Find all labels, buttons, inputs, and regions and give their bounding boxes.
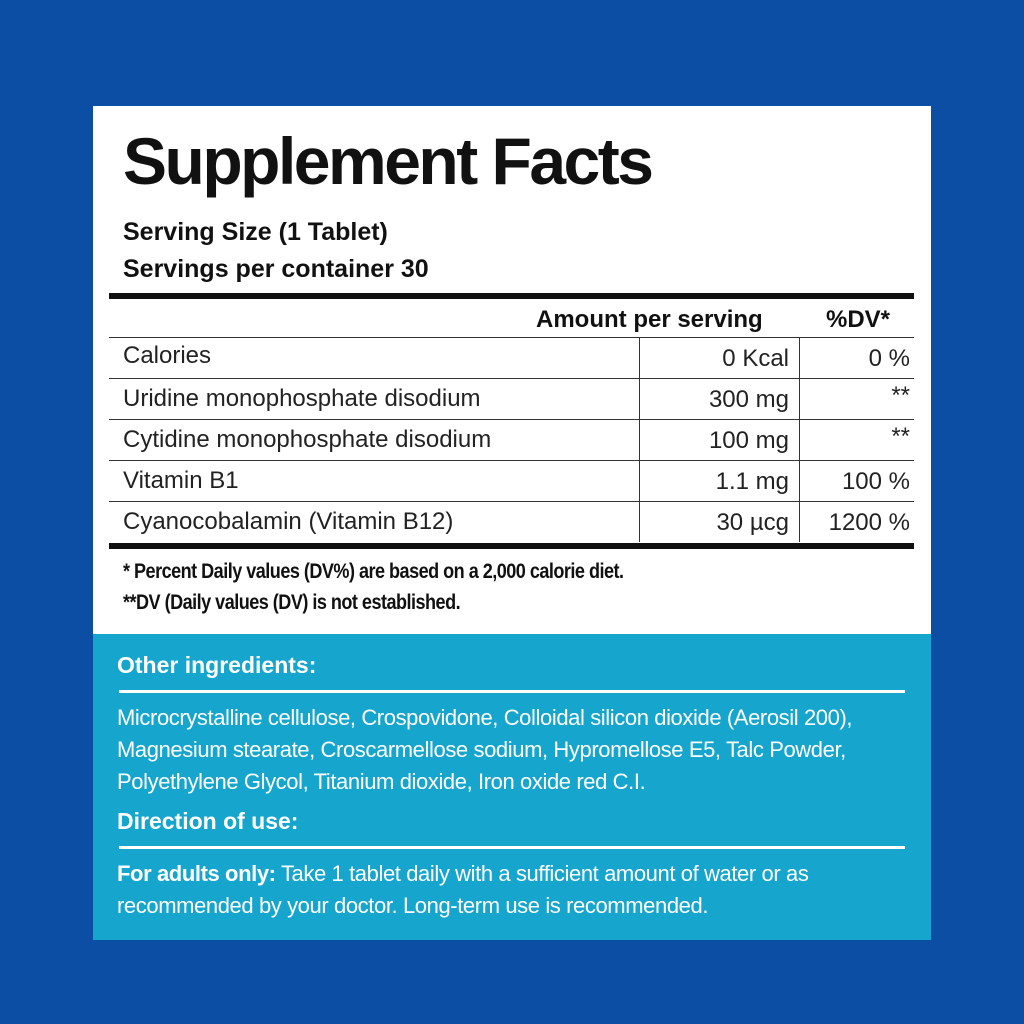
nutrient-name: Cytidine monophosphate disodium <box>123 426 492 453</box>
nutrient-name: Cyanocobalamin (Vitamin B12) <box>123 508 454 535</box>
nutrient-dv: ** <box>799 419 914 460</box>
direction-lead: For adults only: <box>117 861 276 886</box>
header-dv: %DV* <box>826 306 891 333</box>
table-row: Cytidine monophosphate disodium 100 mg *… <box>109 419 914 460</box>
ingredients-band: Other ingredients: Microcrystalline cell… <box>93 634 931 940</box>
other-ingredients-divider <box>119 690 905 693</box>
nutrient-name: Vitamin B1 <box>123 467 239 494</box>
nutrient-dv: 0 % <box>799 337 914 378</box>
other-ingredients-heading: Other ingredients: <box>117 652 317 678</box>
direction-divider <box>119 846 905 849</box>
supplement-facts-panel: Supplement Facts Serving Size (1 Tablet)… <box>93 106 931 940</box>
direction-text: For adults only: Take 1 tablet daily wit… <box>117 858 917 922</box>
header-amount: Amount per serving <box>536 306 763 333</box>
other-ingredients-text: Microcrystalline cellulose, Crospovidone… <box>117 705 853 794</box>
table-row: Uridine monophosphate disodium 300 mg ** <box>109 378 914 419</box>
nutrient-name: Uridine monophosphate disodium <box>123 385 481 412</box>
footnote-not-established: **DV (Daily values (DV) is not establish… <box>123 591 461 614</box>
nutrient-amount: 100 mg <box>639 419 801 460</box>
nutrient-dv: 1200 % <box>799 501 914 542</box>
footnote-dv: * Percent Daily values (DV%) are based o… <box>123 560 624 583</box>
nutrient-dv: 100 % <box>799 460 914 501</box>
nutrient-amount: 0 Kcal <box>639 337 801 378</box>
direction-heading: Direction of use: <box>117 808 299 834</box>
nutrient-name: Calories <box>123 342 212 369</box>
page-title: Supplement Facts <box>123 124 654 198</box>
table-row: Calories 0 Kcal 0 % <box>109 337 914 378</box>
table-row: Cyanocobalamin (Vitamin B12) 30 µcg 1200… <box>109 501 914 542</box>
servings-per-container: Servings per container 30 <box>123 255 429 283</box>
top-divider <box>109 293 914 299</box>
nutrient-dv: ** <box>799 378 914 419</box>
serving-size: Serving Size (1 Tablet) <box>123 218 388 246</box>
table-row: Vitamin B1 1.1 mg 100 % <box>109 460 914 501</box>
nutrient-amount: 30 µcg <box>639 501 801 542</box>
nutrient-amount: 300 mg <box>639 378 801 419</box>
nutrient-amount: 1.1 mg <box>639 460 801 501</box>
direction-body: Take 1 tablet daily with a sufficient am… <box>117 861 809 918</box>
bottom-divider <box>109 543 914 549</box>
